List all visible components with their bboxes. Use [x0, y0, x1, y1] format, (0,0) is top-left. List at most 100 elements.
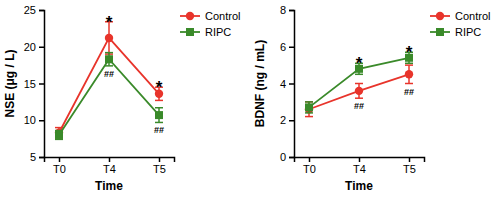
series-line [59, 59, 159, 135]
y-axis: 5 10 15 20 25 [24, 4, 45, 163]
x-tick: T0 [53, 157, 66, 175]
y-tick-label: 6 [280, 41, 286, 53]
y-tick: 20 [24, 41, 44, 53]
x-tick: T5 [153, 157, 166, 175]
y-tick: 2 [280, 114, 294, 126]
x-tick-label: T0 [53, 163, 66, 175]
x-axis-title: Time [345, 179, 373, 193]
y-tick: 25 [24, 4, 44, 16]
x-tick-label: T0 [303, 163, 316, 175]
error-bar-cap [305, 112, 313, 114]
annotation: ## [354, 101, 364, 111]
annotation: * [406, 43, 413, 62]
legend-label: Control [205, 10, 240, 22]
error-bar [105, 53, 113, 66]
y-axis-line [289, 11, 295, 158]
y-tick: 15 [24, 78, 44, 90]
legend-label: RIPC [455, 26, 481, 38]
legend-item: RIPC [180, 26, 231, 38]
y-tick-label: 4 [280, 78, 286, 90]
y-tick-label: 10 [24, 114, 36, 126]
error-bar-cap [305, 116, 313, 118]
legend-marker [186, 12, 194, 20]
y-tick: 0 [280, 151, 294, 163]
y-axis-title: BDNF (ng / mL) [253, 40, 267, 127]
y-tick-mark [39, 10, 44, 12]
x-tick-mark [359, 157, 361, 162]
x-tick-mark [159, 157, 161, 162]
panel: 5 10 15 20 25 T0 T4 T5 NSE (μg / L) Time * * ## ## Con… [3, 4, 240, 193]
y-tick-mark [39, 120, 44, 122]
error-bar-cap [355, 97, 363, 99]
legend: Control RIPC [430, 10, 490, 38]
y-tick-mark [289, 83, 294, 85]
y-tick-mark [289, 47, 294, 49]
error-bar-cap [405, 64, 413, 66]
data-point [55, 131, 63, 139]
y-tick: 5 [30, 151, 44, 163]
data-point [155, 111, 163, 119]
legend-label: Control [455, 10, 490, 22]
error-bar [355, 84, 363, 99]
x-axis-line [295, 158, 425, 163]
error-bar [305, 102, 313, 113]
x-tick: T4 [353, 157, 366, 175]
error-bar [55, 131, 63, 140]
y-tick-mark [289, 157, 294, 159]
series [305, 52, 413, 113]
error-bar [155, 108, 163, 123]
x-tick-mark [109, 157, 111, 162]
x-tick-label: T4 [353, 163, 366, 175]
series-line [59, 38, 159, 133]
series [55, 53, 163, 140]
legend-marker [436, 12, 444, 20]
series [55, 22, 163, 138]
error-bar-cap [155, 107, 163, 109]
y-axis-line [39, 11, 45, 158]
y-tick: 4 [280, 78, 294, 90]
annotation: ## [154, 125, 164, 135]
legend-item: RIPC [430, 26, 481, 38]
error-bar-cap [355, 74, 363, 76]
data-point [355, 87, 363, 95]
x-tick: T5 [403, 157, 416, 175]
error-bar-cap [155, 100, 163, 102]
legend-label: RIPC [205, 26, 231, 38]
x-axis-title: Time [95, 179, 123, 193]
x-tick: T4 [103, 157, 116, 175]
legend: Control RIPC [180, 10, 240, 38]
x-tick-label: T5 [153, 163, 166, 175]
annotation: * [356, 54, 363, 73]
y-tick-label: 2 [280, 114, 286, 126]
x-axis: T0 T4 T5 [45, 157, 175, 175]
y-tick-label: 8 [280, 4, 286, 16]
annotation: * [106, 13, 113, 32]
y-tick-mark [39, 83, 44, 85]
error-bar-cap [105, 65, 113, 67]
annotation: * [156, 78, 163, 97]
legend-item: Control [180, 10, 240, 22]
y-tick-mark [39, 157, 44, 159]
error-bar-cap [355, 83, 363, 85]
y-tick: 6 [280, 41, 294, 53]
x-tick: T0 [303, 157, 316, 175]
annotation: ## [104, 69, 114, 79]
y-tick-mark [289, 120, 294, 122]
error-bar-cap [155, 122, 163, 124]
x-tick-mark [59, 157, 61, 162]
y-axis-title: NSE (μg / L) [3, 49, 17, 117]
x-axis-line [45, 158, 175, 163]
plot-area [55, 22, 163, 140]
y-tick-mark [39, 47, 44, 49]
legend-marker [186, 28, 194, 36]
legend-marker [436, 28, 444, 36]
error-bar-cap [305, 101, 313, 103]
error-bar-cap [305, 101, 313, 103]
error-bar-cap [405, 83, 413, 85]
chart-svg: 510152025T0T4T5NSE (μg / L)Time**####Con… [0, 0, 500, 197]
data-point [305, 103, 313, 111]
error-bar-cap [55, 127, 63, 129]
y-tick: 10 [24, 114, 44, 126]
data-point [405, 70, 413, 78]
error-bar-cap [405, 63, 413, 65]
